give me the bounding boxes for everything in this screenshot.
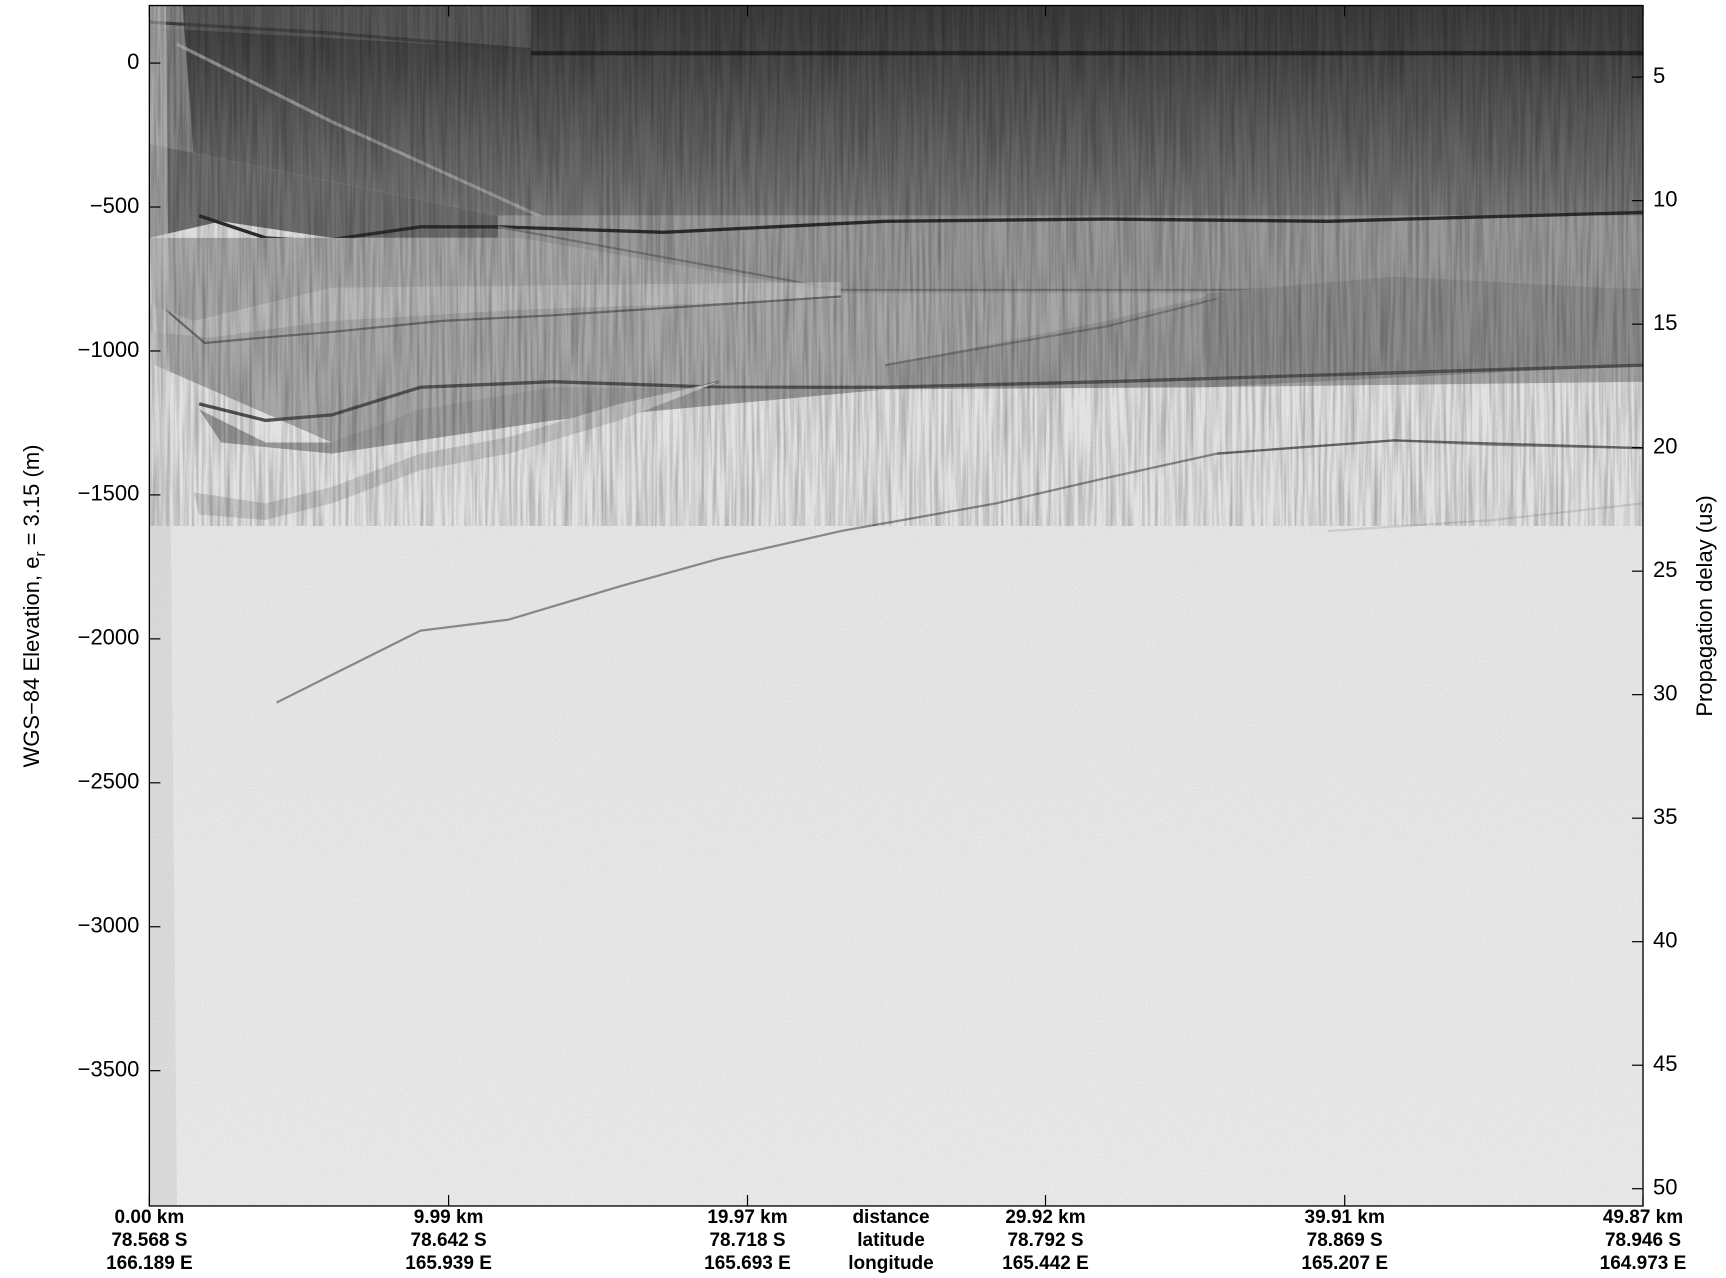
y2-axis-label: Propagation delay (us) — [1692, 495, 1717, 716]
x-tick-latitude: 78.568 S — [111, 1230, 187, 1251]
x-tick-longitude: 165.693 E — [704, 1253, 791, 1274]
y2-tick-label: 40 — [1653, 928, 1677, 953]
y2-tick-label: 45 — [1653, 1051, 1677, 1076]
x-tick-label: 9.99 km — [414, 1207, 484, 1228]
y2-tick-label: 10 — [1653, 186, 1677, 211]
y-tick-label: −500 — [90, 193, 140, 218]
y2-tick-label: 25 — [1653, 557, 1677, 582]
x-row-label: distance — [852, 1207, 929, 1228]
y-tick-label: 0 — [127, 49, 139, 74]
x-tick-latitude: 78.642 S — [411, 1230, 487, 1251]
x-tick-longitude: 165.442 E — [1002, 1253, 1089, 1274]
y-axis-label-sub: r — [32, 552, 49, 557]
y2-tick-label: 20 — [1653, 433, 1677, 458]
x-tick-latitude: 78.792 S — [1007, 1230, 1083, 1251]
x-tick-label: 29.92 km — [1005, 1207, 1085, 1228]
x-tick-latitude: 78.718 S — [709, 1230, 785, 1251]
y-axis-label-part: = 3.15 (m) — [19, 445, 44, 552]
x-tick-label: 0.00 km — [115, 1207, 185, 1228]
x-tick-label: 19.97 km — [707, 1207, 787, 1228]
y-tick-label: −2500 — [78, 769, 140, 794]
y2-tick-label: 35 — [1653, 804, 1677, 829]
y-tick-label: −2000 — [78, 625, 140, 650]
y-tick-label: −1000 — [78, 337, 140, 362]
y2-tick-label: 5 — [1653, 63, 1665, 88]
y-tick-label: −1500 — [78, 481, 140, 506]
x-tick-longitude: 164.973 E — [1600, 1253, 1687, 1274]
y-axis-label-part: WGS−84 Elevation, e — [19, 557, 44, 768]
x-tick-longitude: 165.939 E — [405, 1253, 492, 1274]
x-tick-longitude: 165.207 E — [1301, 1253, 1388, 1274]
y-tick-label: −3500 — [78, 1057, 140, 1082]
x-tick-label: 49.87 km — [1603, 1207, 1683, 1228]
y-axis-label: WGS−84 Elevation, er = 3.15 (m) — [19, 445, 49, 768]
echogram — [148, 4, 1644, 1207]
x-tick-latitude: 78.869 S — [1307, 1230, 1383, 1251]
x-row-label: latitude — [857, 1230, 925, 1251]
y2-tick-label: 50 — [1653, 1175, 1677, 1200]
x-tick-label: 39.91 km — [1305, 1207, 1385, 1228]
x-row-label: longitude — [848, 1253, 933, 1274]
y-tick-label: −3000 — [78, 913, 140, 938]
x-tick-longitude: 166.189 E — [106, 1253, 193, 1274]
x-tick-latitude: 78.946 S — [1605, 1230, 1681, 1251]
y2-tick-label: 15 — [1653, 310, 1677, 335]
y2-tick-label: 30 — [1653, 680, 1677, 705]
